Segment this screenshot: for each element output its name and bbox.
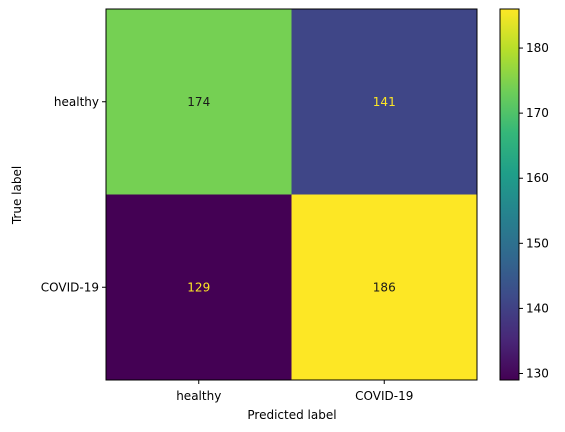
x-axis-ticks: healthy COVID-19 — [176, 380, 413, 403]
heatmap-cell — [106, 194, 292, 380]
colorbar-tick-label: 150 — [526, 236, 549, 250]
colorbar — [499, 8, 520, 381]
heatmap-cell — [106, 9, 292, 195]
y-tick-label: COVID-19 — [41, 280, 99, 294]
colorbar-tick-label: 180 — [526, 41, 549, 55]
x-tick-label: healthy — [176, 389, 221, 403]
heatmap-cells — [106, 9, 477, 380]
y-axis-title: True label — [10, 166, 24, 225]
heatmap-cell — [291, 9, 477, 195]
cell-value-label: 186 — [373, 280, 396, 294]
colorbar-tick-label: 170 — [526, 106, 549, 120]
heatmap-frame — [105, 8, 478, 381]
cell-value-label: 174 — [187, 95, 210, 109]
colorbar-tick-label: 130 — [526, 366, 549, 380]
heatmap-cell-labels: 174 141 129 186 — [187, 95, 395, 295]
colorbar-ticks: 130 140 150 160 170 180 — [519, 41, 549, 380]
x-axis-title: Predicted label — [247, 408, 336, 422]
cell-value-label: 141 — [373, 95, 396, 109]
y-axis-ticks: healthy COVID-19 — [41, 95, 106, 294]
colorbar-tick-label: 140 — [526, 301, 549, 315]
heatmap-cell — [291, 194, 477, 380]
colorbar-tick-label: 160 — [526, 171, 549, 185]
cell-value-label: 129 — [187, 280, 210, 294]
y-tick-label: healthy — [54, 95, 99, 109]
x-tick-label: COVID-19 — [355, 389, 413, 403]
